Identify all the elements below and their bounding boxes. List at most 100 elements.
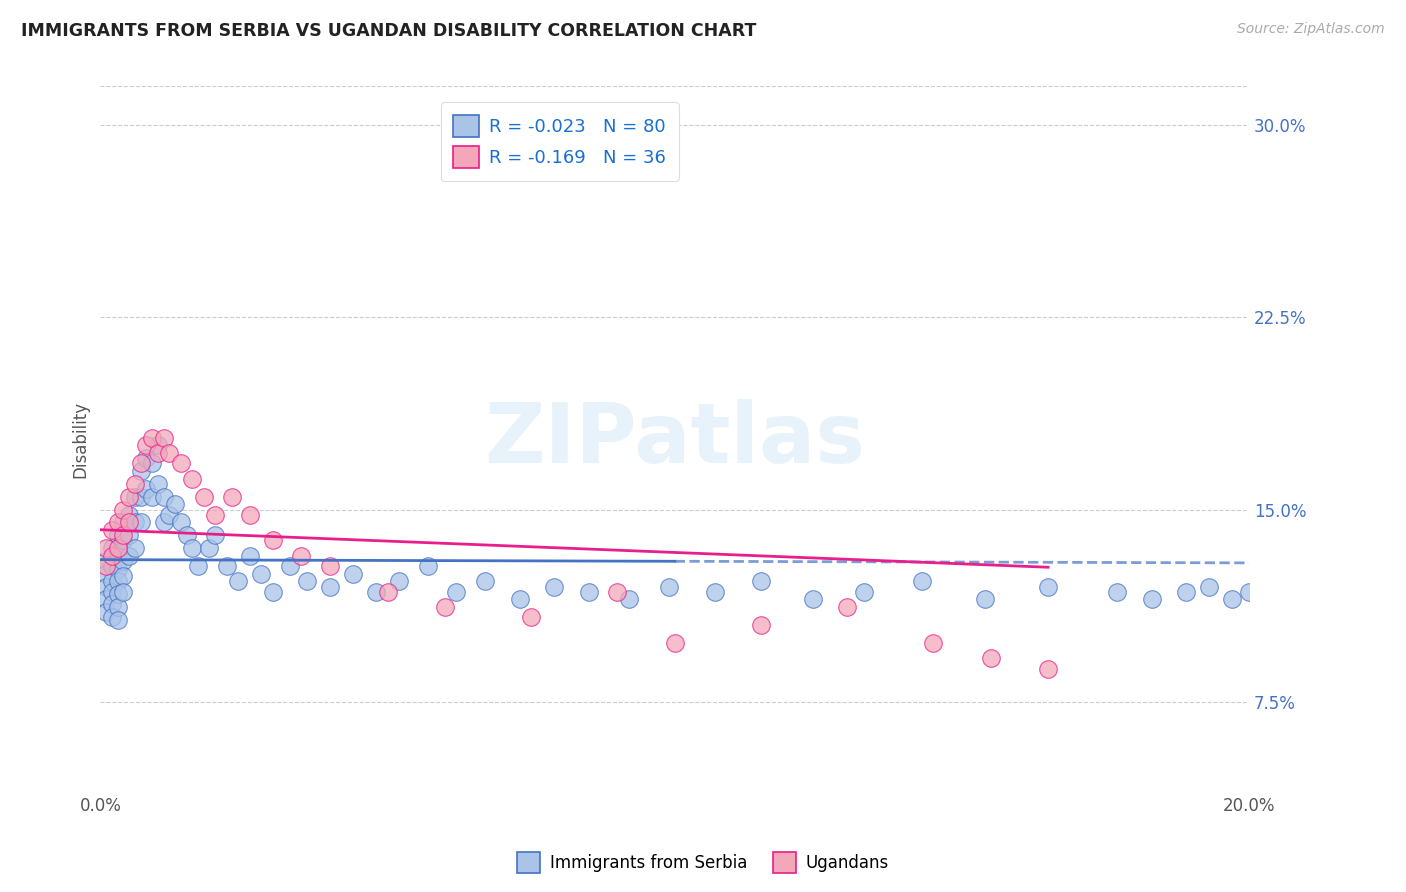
Point	[107, 516, 129, 530]
Point	[749, 574, 772, 589]
Point	[146, 446, 169, 460]
Point	[215, 559, 238, 574]
Point	[101, 610, 124, 624]
Point	[1036, 662, 1059, 676]
Point	[152, 431, 174, 445]
Point	[364, 584, 387, 599]
Point	[107, 574, 129, 589]
Point	[107, 613, 129, 627]
Point	[94, 554, 117, 568]
Point	[250, 566, 273, 581]
Point	[446, 584, 468, 599]
Point	[749, 618, 772, 632]
Point	[170, 516, 193, 530]
Point	[278, 559, 301, 574]
Point	[176, 528, 198, 542]
Point	[101, 584, 124, 599]
Point	[1175, 584, 1198, 599]
Point	[342, 566, 364, 581]
Point	[129, 457, 152, 471]
Point	[141, 431, 163, 445]
Point	[112, 584, 135, 599]
Point	[112, 569, 135, 583]
Point	[141, 490, 163, 504]
Point	[135, 451, 157, 466]
Point	[704, 584, 727, 599]
Point	[239, 508, 262, 522]
Point	[101, 598, 124, 612]
Point	[94, 592, 117, 607]
Point	[801, 592, 824, 607]
Point	[1036, 580, 1059, 594]
Point	[135, 482, 157, 496]
Point	[101, 549, 124, 563]
Point	[152, 490, 174, 504]
Point	[319, 559, 342, 574]
Point	[1220, 592, 1243, 607]
Text: IMMIGRANTS FROM SERBIA VS UGANDAN DISABILITY CORRELATION CHART: IMMIGRANTS FROM SERBIA VS UGANDAN DISABI…	[21, 22, 756, 40]
Point	[107, 561, 129, 575]
Point	[129, 464, 152, 478]
Point	[835, 600, 858, 615]
Point	[107, 587, 129, 601]
Point	[433, 600, 456, 615]
Point	[94, 566, 117, 581]
Point	[118, 549, 141, 563]
Point	[124, 541, 146, 555]
Point	[124, 477, 146, 491]
Point	[118, 490, 141, 504]
Point	[911, 574, 934, 589]
Point	[262, 584, 284, 599]
Point	[262, 533, 284, 548]
Point	[664, 636, 686, 650]
Point	[94, 559, 117, 574]
Point	[101, 541, 124, 555]
Point	[124, 490, 146, 504]
Point	[107, 541, 129, 555]
Point	[1237, 584, 1260, 599]
Point	[416, 559, 439, 574]
Point	[157, 508, 180, 522]
Point	[135, 438, 157, 452]
Point	[94, 541, 117, 555]
Point	[658, 580, 681, 594]
Text: Source: ZipAtlas.com: Source: ZipAtlas.com	[1237, 22, 1385, 37]
Point	[853, 584, 876, 599]
Point	[198, 541, 221, 555]
Point	[388, 574, 411, 589]
Point	[377, 584, 399, 599]
Point	[1198, 580, 1220, 594]
Point	[221, 490, 243, 504]
Point	[124, 516, 146, 530]
Point	[617, 592, 640, 607]
Point	[980, 651, 1002, 665]
Point	[101, 523, 124, 537]
Point	[181, 541, 204, 555]
Point	[319, 580, 342, 594]
Point	[94, 580, 117, 594]
Point	[204, 508, 226, 522]
Legend: R = -0.023   N = 80, R = -0.169   N = 36: R = -0.023 N = 80, R = -0.169 N = 36	[440, 103, 679, 181]
Point	[974, 592, 997, 607]
Point	[157, 446, 180, 460]
Point	[94, 605, 117, 619]
Point	[118, 516, 141, 530]
Point	[101, 559, 124, 574]
Point	[107, 600, 129, 615]
Point	[170, 457, 193, 471]
Point	[146, 438, 169, 452]
Point	[239, 549, 262, 563]
Text: ZIPatlas: ZIPatlas	[484, 399, 865, 480]
Point	[118, 508, 141, 522]
Point	[474, 574, 496, 589]
Point	[163, 498, 186, 512]
Point	[1140, 592, 1163, 607]
Point	[118, 528, 141, 542]
Point	[922, 636, 945, 650]
Point	[295, 574, 318, 589]
Point	[290, 549, 312, 563]
Point	[509, 592, 531, 607]
Point	[606, 584, 628, 599]
Y-axis label: Disability: Disability	[72, 401, 89, 477]
Point	[112, 528, 135, 542]
